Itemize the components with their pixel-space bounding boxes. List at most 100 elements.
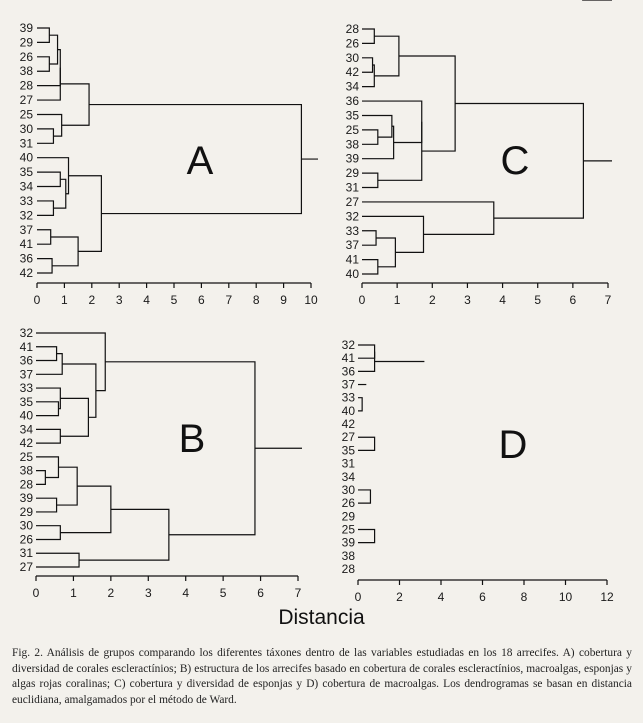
leaf-label: 25: [346, 123, 360, 137]
dendrogram-link: [362, 258, 379, 275]
leaf-label: 31: [346, 181, 360, 195]
dendrogram-link: [36, 428, 61, 444]
dendrogram-link: [50, 236, 79, 267]
dendrogram-link: [37, 27, 50, 44]
x-tick-label: 6: [570, 293, 577, 307]
leaf-label: 35: [346, 108, 360, 122]
leaf-label: 32: [342, 338, 356, 352]
leaf-label: 38: [20, 64, 34, 78]
leaf-label: 39: [20, 491, 34, 505]
leaf-label: 33: [342, 391, 356, 405]
dendrogram-link: [362, 129, 379, 145]
leaf-label: 25: [20, 107, 34, 121]
dendrogram-link: [60, 83, 90, 126]
dendrogram-link: [36, 332, 106, 392]
dendrogram-link: [362, 114, 393, 138]
x-tick-label: 2: [429, 293, 436, 307]
leaf-label: 27: [20, 93, 34, 107]
leaf-label: 39: [20, 21, 34, 35]
dendrogram-link: [398, 55, 456, 152]
x-tick-label: 4: [182, 586, 189, 600]
dendrogram-link: [358, 436, 376, 452]
leaf-label: 37: [20, 367, 34, 381]
leaf-label: 42: [342, 417, 356, 431]
dendrogram-link: [362, 230, 377, 246]
x-axis-label: Distancia: [278, 606, 365, 629]
leaf-label: 38: [20, 464, 34, 478]
x-tick-label: 4: [143, 293, 150, 307]
leaf-label: 33: [20, 194, 34, 208]
leaf-label: 29: [346, 166, 360, 180]
leaf-label: 28: [20, 79, 34, 93]
leaf-label: 28: [20, 477, 34, 491]
dendrogram-link: [37, 257, 53, 274]
x-tick-label: 5: [171, 293, 178, 307]
x-tick-label: 6: [198, 293, 205, 307]
x-tick-label: 4: [499, 293, 506, 307]
leaf-label: 42: [20, 266, 34, 280]
dendrogram-link: [362, 172, 379, 189]
dendrogram-link: [37, 200, 55, 216]
x-tick-label: 10: [559, 590, 573, 604]
leaf-label: 40: [20, 151, 34, 165]
leaf-label: 32: [20, 326, 34, 340]
figure-caption: Fig. 2. Análisis de grupos comparando lo…: [12, 647, 632, 706]
x-tick-label: 8: [521, 590, 528, 604]
x-tick-label: 2: [396, 590, 403, 604]
leaf-label: 40: [20, 409, 34, 423]
x-tick-label: 2: [88, 293, 95, 307]
x-tick-label: 6: [257, 586, 264, 600]
x-tick-label: 7: [605, 293, 612, 307]
panel-letter: D: [499, 423, 528, 467]
x-tick-label: 5: [220, 586, 227, 600]
leaf-label: 25: [342, 522, 356, 536]
leaf-label: 37: [346, 238, 360, 252]
leaf-label: 34: [20, 422, 34, 436]
x-tick-label: 1: [70, 586, 77, 600]
leaf-label: 30: [20, 519, 34, 533]
leaf-label: 40: [342, 404, 356, 418]
x-tick-label: 3: [145, 586, 152, 600]
dendrogram-link: [37, 128, 55, 144]
dendrogram-link: [53, 178, 67, 209]
leaf-label: 34: [20, 180, 34, 194]
dendrogram-link: [56, 466, 78, 506]
leaf-label: 34: [342, 470, 356, 484]
dendrogram-link: [60, 485, 112, 534]
leaf-label: 40: [346, 267, 360, 281]
leaf-label: 31: [20, 136, 34, 150]
dendrogram-link: [37, 49, 61, 87]
leaf-label: 37: [20, 223, 34, 237]
x-tick-label: 7: [225, 293, 232, 307]
leaf-label: 29: [342, 509, 356, 523]
x-tick-label: 9: [280, 293, 287, 307]
x-tick-label: 0: [34, 293, 41, 307]
dendrogram-link: [37, 157, 70, 195]
leaf-label: 35: [20, 165, 34, 179]
leaf-label: 38: [342, 549, 356, 563]
x-tick-label: 0: [355, 590, 362, 604]
dendrogram-link: [37, 229, 52, 245]
dendrogram-link: [49, 34, 59, 65]
panel-letter: C: [501, 139, 530, 183]
dendrogram-link: [36, 552, 80, 568]
leaf-label: 36: [20, 354, 34, 368]
x-tick-label: 7: [295, 586, 302, 600]
leaf-label: 31: [20, 546, 34, 560]
leaf-label: 29: [20, 35, 34, 49]
leaf-label: 36: [20, 252, 34, 266]
dendrogram-link: [362, 28, 375, 45]
leaf-label: 32: [20, 208, 34, 222]
dendrogram-link: [358, 397, 363, 412]
dendrogram-link: [37, 113, 63, 137]
x-tick-label: 3: [116, 293, 123, 307]
leaf-label: 38: [346, 137, 360, 151]
panel-letter: B: [179, 417, 206, 461]
dendrogram-link: [79, 508, 170, 561]
dendrogram-link: [105, 361, 256, 536]
